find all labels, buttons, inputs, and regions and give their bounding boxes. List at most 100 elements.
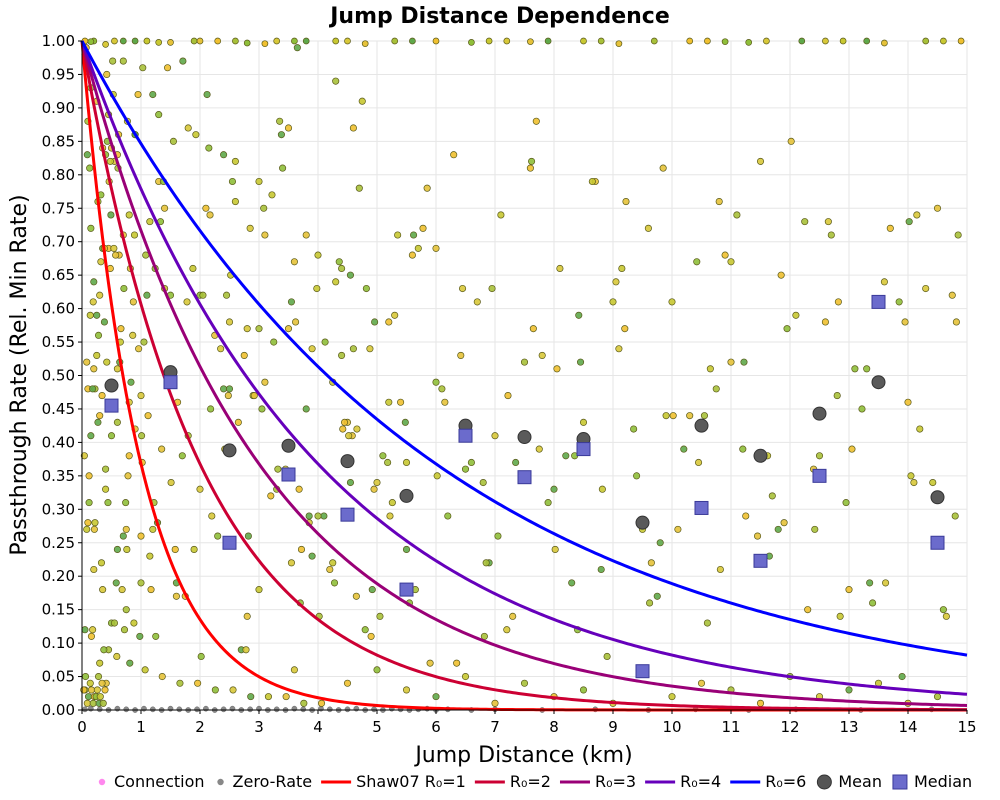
connection-point — [609, 298, 617, 306]
connection-point — [106, 157, 114, 165]
connection-point — [615, 40, 623, 48]
connection-point — [261, 40, 269, 48]
x-tick-label: 9 — [608, 718, 618, 736]
connection-point — [255, 177, 263, 186]
connection-point — [96, 693, 104, 701]
legend-label: R₀=3 — [595, 772, 636, 791]
connection-point — [258, 405, 266, 413]
connection-point — [787, 137, 795, 145]
legend-label: Connection — [114, 772, 205, 791]
connection-point — [194, 679, 202, 687]
y-tick-label: 0.05 — [42, 668, 75, 686]
connection-point — [138, 432, 146, 440]
zero-rate-point — [96, 706, 103, 713]
connection-point — [112, 579, 120, 587]
connection-point — [87, 632, 95, 640]
connection-point — [576, 358, 585, 366]
x-tick-label: 15 — [957, 718, 976, 736]
connection-point — [929, 478, 937, 487]
connection-point — [111, 37, 118, 45]
connection-point — [644, 224, 652, 232]
connection-point — [373, 666, 381, 674]
connection-point — [199, 291, 207, 299]
connection-point — [597, 565, 605, 574]
connection-point — [247, 693, 255, 701]
connection-point — [901, 318, 909, 326]
connection-point — [432, 693, 440, 701]
connection-point — [482, 559, 490, 567]
connection-point — [261, 231, 269, 239]
connection-point — [494, 532, 502, 540]
connection-point — [780, 519, 788, 527]
connection-point — [453, 659, 461, 667]
mean-marker — [635, 515, 650, 530]
connection-point — [371, 318, 379, 326]
connection-point — [597, 37, 605, 45]
median-marker — [104, 398, 119, 413]
connection-point — [143, 37, 151, 45]
connection-point — [529, 325, 537, 333]
connection-point — [358, 97, 366, 105]
connection-point — [102, 40, 109, 48]
y-tick-label: 0.55 — [42, 333, 75, 351]
connection-point — [622, 198, 630, 206]
connection-point — [87, 432, 95, 440]
connection-point — [526, 164, 534, 172]
connection-point — [107, 432, 116, 440]
connection-point — [345, 432, 353, 440]
connection-point — [579, 686, 588, 694]
connection-point — [225, 318, 234, 326]
connection-point — [397, 398, 405, 406]
connection-point — [96, 291, 104, 299]
connection-point — [898, 672, 906, 681]
connection-point — [122, 525, 130, 533]
y-axis-label: Passthrough Rate (Rel. Min Rate) — [7, 194, 32, 555]
connection-point — [385, 398, 393, 406]
connection-point — [836, 612, 844, 620]
connection-point — [409, 37, 416, 45]
connection-point — [845, 586, 853, 594]
connection-point — [117, 325, 125, 333]
legend-label: Shaw07 R₀=1 — [356, 772, 466, 791]
connection-point — [140, 338, 148, 346]
connection-point — [287, 298, 296, 306]
connection-point — [942, 612, 950, 620]
connection-point — [292, 318, 300, 326]
connection-point — [90, 278, 98, 286]
connection-point — [205, 144, 213, 152]
connection-point — [712, 385, 720, 393]
connection-point — [89, 385, 97, 393]
connection-point — [119, 37, 127, 45]
connection-point — [332, 77, 340, 85]
zero-rate-point — [220, 706, 227, 713]
connection-point — [727, 358, 735, 366]
connection-point — [190, 37, 198, 45]
connection-point — [827, 231, 835, 239]
connection-point — [532, 117, 540, 125]
connection-point — [211, 686, 219, 694]
zero-rate-point — [273, 706, 280, 713]
connection-point — [158, 445, 166, 453]
connection-point — [907, 472, 915, 480]
connection-point — [305, 512, 313, 520]
connection-point — [869, 599, 877, 607]
connection-point — [630, 425, 638, 433]
y-tick-label: 0.95 — [42, 65, 75, 83]
connection-point — [423, 184, 431, 192]
connection-point — [101, 686, 109, 694]
legend-swatch — [98, 778, 106, 786]
connection-point — [300, 699, 308, 707]
median-marker — [222, 535, 237, 550]
connection-point — [120, 626, 129, 634]
connection-point — [444, 512, 452, 520]
connection-point — [87, 224, 95, 232]
connection-point — [618, 264, 626, 273]
grid-lines — [81, 40, 968, 711]
connection-point — [551, 545, 559, 553]
connection-point — [783, 325, 791, 333]
connection-point — [441, 398, 449, 406]
legend-label: R₀=6 — [765, 772, 806, 791]
connection-point — [353, 425, 361, 433]
connection-point — [308, 345, 316, 353]
connection-point — [113, 418, 121, 426]
